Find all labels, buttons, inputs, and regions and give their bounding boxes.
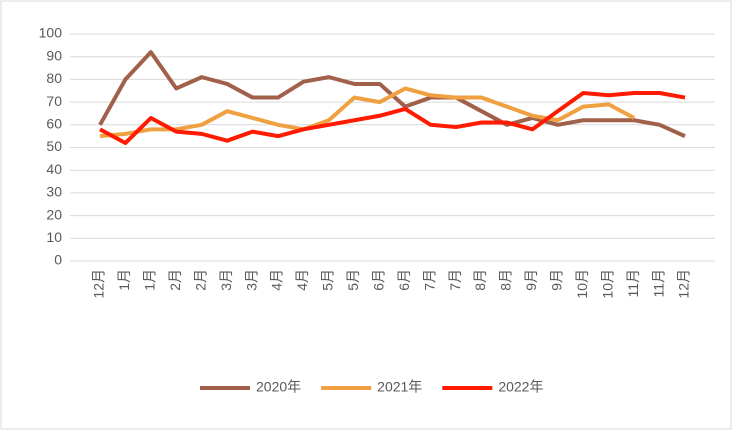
x-tick-label: 5月 (345, 269, 361, 291)
legend-label: 2021年 (377, 379, 422, 395)
x-tick-label: 9月 (523, 269, 539, 291)
x-tick-label: 3月 (243, 269, 259, 291)
x-tick-label: 1月 (142, 269, 158, 291)
legend-label: 2020年 (256, 379, 301, 395)
x-tick-label: 8月 (498, 269, 514, 291)
y-tick-label: 90 (46, 47, 62, 63)
x-tick-label: 9月 (549, 269, 565, 291)
y-tick-label: 100 (39, 25, 63, 41)
y-tick-label: 0 (54, 252, 62, 268)
y-tick-label: 60 (46, 116, 62, 132)
x-tick-label: 11月 (650, 269, 666, 298)
y-tick-label: 30 (46, 184, 62, 200)
x-tick-label: 10月 (599, 269, 615, 299)
y-tick-label: 40 (46, 161, 62, 177)
x-tick-label: 3月 (218, 269, 234, 291)
x-tick-label: 6月 (370, 269, 386, 291)
x-tick-label: 12月 (676, 269, 692, 299)
x-tick-label: 2月 (167, 269, 183, 291)
y-tick-label: 50 (46, 138, 62, 154)
x-tick-label: 4月 (269, 269, 285, 291)
y-tick-label: 10 (46, 229, 62, 245)
y-tick-label: 80 (46, 70, 62, 86)
x-tick-label: 5月 (320, 269, 336, 291)
x-tick-label: 10月 (574, 269, 590, 299)
y-tick-label: 70 (46, 93, 62, 109)
x-tick-label: 1月 (116, 269, 132, 291)
x-tick-label: 4月 (294, 269, 310, 291)
y-tick-label: 20 (46, 206, 62, 222)
x-tick-label: 11月 (625, 269, 641, 298)
x-tick-label: 7月 (421, 269, 437, 291)
series-line (99, 91, 686, 145)
x-tick-label: 6月 (396, 269, 412, 291)
x-tick-label: 8月 (472, 269, 488, 291)
x-tick-label: 2月 (192, 269, 208, 291)
x-tick-label: 7月 (447, 269, 463, 291)
legend-label: 2022年 (498, 379, 543, 395)
x-tick-label: 12月 (91, 269, 107, 299)
